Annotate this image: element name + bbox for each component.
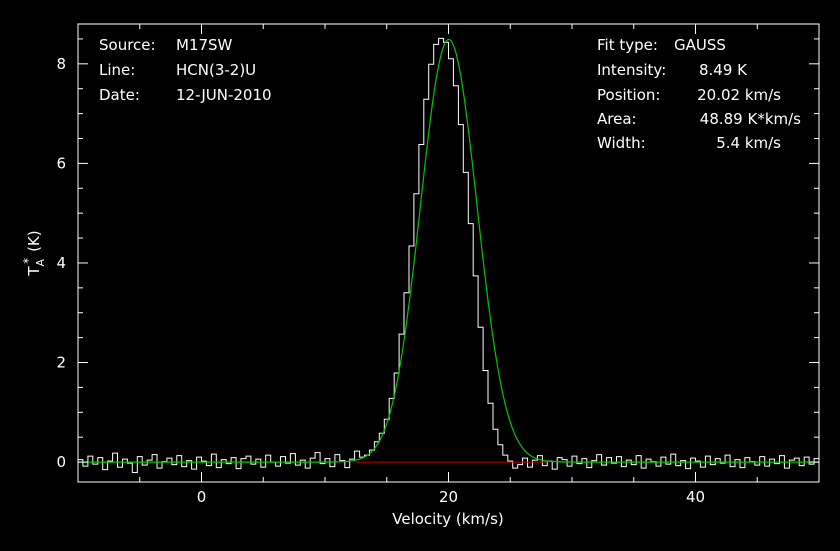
y-tick-label: 0 (56, 453, 66, 471)
x-tick-label: 40 (686, 488, 705, 506)
fit-type-value: GAUSS (674, 36, 726, 54)
info-left: Source: M17SW Line: HCN(3-2)U Date: 12-J… (99, 36, 272, 104)
y-axis-symbol: T (25, 266, 43, 277)
y-axis-unit: (K) (25, 230, 43, 252)
info-right: Fit type: GAUSS Intensity: 8.49 K Positi… (597, 36, 801, 152)
area-value: 48.89 K*km/s (700, 110, 801, 128)
y-tick-label: 6 (56, 154, 66, 172)
source-label: Source: (99, 36, 156, 54)
y-tick-label: 4 (56, 254, 66, 272)
spectrum-line (78, 37, 819, 473)
width-label: Width: (597, 134, 646, 152)
line-label: Line: (99, 61, 135, 79)
date-value: 12-JUN-2010 (176, 86, 272, 104)
y-tick-label: 2 (56, 354, 66, 372)
y-axis-superscript: * (21, 258, 35, 264)
source-value: M17SW (176, 36, 233, 54)
date-label: Date: (99, 86, 140, 104)
axis-ticks: 0 20 40 0 2 4 6 8 (56, 24, 820, 506)
intensity-value: 8.49 K (699, 61, 748, 79)
gaussian-fit-line (78, 38, 819, 463)
svg-text:TA*(K): TA* (K) (21, 230, 47, 276)
position-label: Position: (597, 86, 660, 104)
line-value: HCN(3-2)U (176, 61, 256, 79)
x-tick-label: 0 (197, 488, 207, 506)
y-tick-label: 8 (56, 55, 66, 73)
fit-type-label: Fit type: (597, 36, 658, 54)
position-value: 20.02 km/s (697, 86, 781, 104)
width-value: 5.4 km/s (716, 134, 781, 152)
x-axis-label: Velocity (km/s) (392, 510, 503, 528)
plot-area (78, 37, 819, 473)
area-label: Area: (597, 110, 637, 128)
x-tick-label: 20 (439, 488, 458, 506)
y-axis-label: TA* (K) (21, 230, 47, 276)
y-axis-subscript: A (34, 258, 47, 266)
intensity-label: Intensity: (597, 61, 666, 79)
